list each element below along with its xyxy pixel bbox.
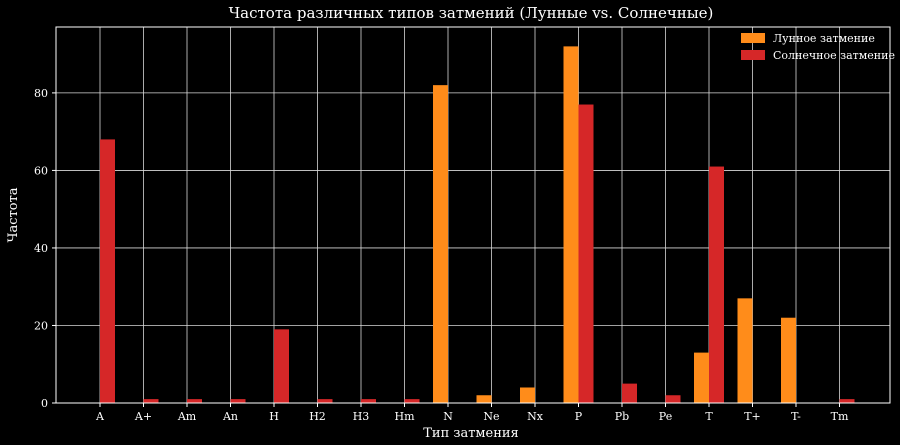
x-tick-label: T (705, 410, 713, 423)
bar-solar-Hm (404, 399, 420, 403)
x-tick-label: H3 (353, 410, 370, 423)
bar-solar-H (274, 329, 289, 403)
grid (56, 27, 890, 404)
x-tick-label: Pe (659, 410, 672, 423)
bar-lunar-T (694, 352, 709, 403)
x-tick-label: A+ (134, 410, 152, 423)
bar-solar-Pe (665, 395, 681, 403)
x-tick-label: T- (791, 410, 801, 423)
x-tick-label: Pb (615, 410, 629, 423)
bar-lunar-T- (781, 317, 796, 403)
y-tick-label: 40 (34, 242, 48, 255)
x-tick-label: H2 (309, 410, 326, 423)
bar-lunar-T+ (737, 298, 753, 403)
x-tick-label: P (575, 410, 583, 423)
x-axis-ticks: A A+ Am An H H2 H3 Hm N Ne Nx P Pb Pe T T+ T- Tm (95, 403, 849, 423)
bar-solar-T (709, 166, 724, 403)
bar-solar-P (578, 104, 594, 404)
chart-title: Частота различных типов затмений (Лунные… (229, 4, 714, 22)
bar-solar-Pb (622, 383, 637, 403)
bar-solar-An (230, 399, 246, 403)
y-tick-label: 80 (34, 87, 48, 100)
y-tick-label: 20 (34, 319, 48, 332)
y-tick-label: 0 (41, 397, 48, 410)
y-tick-label: 60 (34, 164, 48, 177)
legend-label: Лунное затмение (773, 32, 875, 45)
x-axis-label: Тип затмения (423, 426, 519, 441)
bar-solar-Tm (839, 399, 855, 403)
legend-swatch (741, 33, 765, 43)
legend: Лунное затмение Солнечное затмение (741, 32, 895, 62)
legend-label: Солнечное затмение (773, 49, 895, 62)
x-tick-label: H (269, 410, 279, 423)
plot-frame (55, 26, 891, 404)
x-tick-label: Nx (527, 410, 544, 423)
x-tick-label: T+ (744, 410, 761, 423)
x-tick-label: A (95, 410, 105, 423)
legend-swatch (741, 50, 765, 60)
x-tick-label: Tm (831, 410, 849, 423)
x-tick-label: Ne (483, 410, 499, 423)
bar-solar-H2 (317, 399, 333, 403)
bar-solar-Am (187, 399, 202, 403)
bars (100, 46, 855, 404)
x-tick-label: Am (177, 410, 197, 423)
bar-solar-A (100, 139, 115, 404)
bar-lunar-P (563, 46, 579, 404)
bar-lunar-N (433, 85, 448, 403)
bar-solar-A+ (143, 399, 159, 403)
bar-lunar-Nx (520, 387, 535, 403)
bar-lunar-Ne (476, 395, 492, 403)
x-tick-label: Hm (394, 410, 415, 423)
x-tick-label: An (222, 410, 238, 423)
y-axis-ticks: 0 20 40 60 80 (34, 87, 56, 410)
x-tick-label: N (443, 410, 453, 423)
bar-solar-H3 (361, 399, 376, 403)
y-axis-label: Частота (6, 187, 21, 242)
